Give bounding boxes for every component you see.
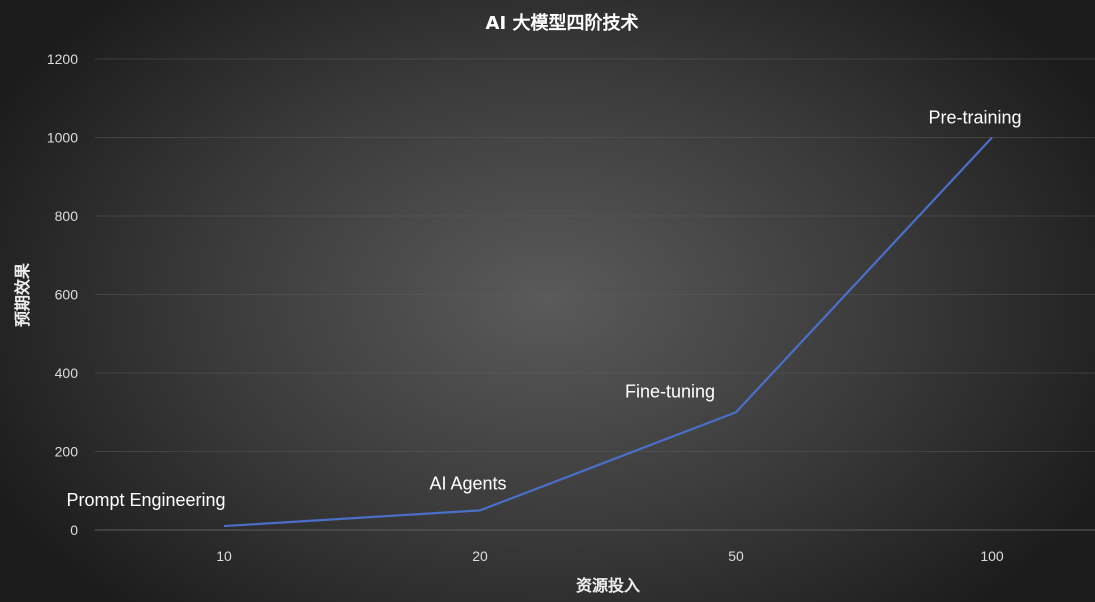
data-label: Fine-tuning bbox=[625, 381, 715, 401]
y-axis-title: 预期效果 bbox=[13, 263, 32, 327]
x-tick-label: 20 bbox=[472, 548, 488, 564]
gridlines bbox=[95, 58, 1095, 531]
x-axis-title: 资源投入 bbox=[576, 576, 640, 595]
data-label: AI Agents bbox=[429, 473, 506, 493]
y-axis-ticks: 0 200 400 600 800 1000 1200 bbox=[47, 51, 78, 538]
data-label: Pre-training bbox=[928, 108, 1021, 128]
y-tick-label: 1000 bbox=[47, 130, 78, 146]
chart-title: AI 大模型四阶技术 bbox=[486, 12, 639, 34]
y-tick-label: 200 bbox=[55, 444, 79, 460]
y-tick-label: 1200 bbox=[47, 51, 78, 67]
x-tick-label: 10 bbox=[216, 548, 232, 564]
y-tick-label: 0 bbox=[70, 522, 78, 538]
y-tick-label: 800 bbox=[55, 208, 79, 224]
x-axis-ticks: 10 20 50 100 bbox=[216, 548, 1004, 564]
x-tick-label: 100 bbox=[980, 548, 1004, 564]
y-tick-label: 600 bbox=[55, 287, 79, 303]
y-tick-label: 400 bbox=[55, 365, 79, 381]
series bbox=[223, 136, 993, 528]
x-tick-label: 50 bbox=[728, 548, 744, 564]
data-label: Prompt Engineering bbox=[66, 490, 225, 510]
data-labels: Prompt Engineering AI Agents Fine-tuning Pr… bbox=[66, 108, 1021, 511]
series-line bbox=[223, 136, 993, 528]
